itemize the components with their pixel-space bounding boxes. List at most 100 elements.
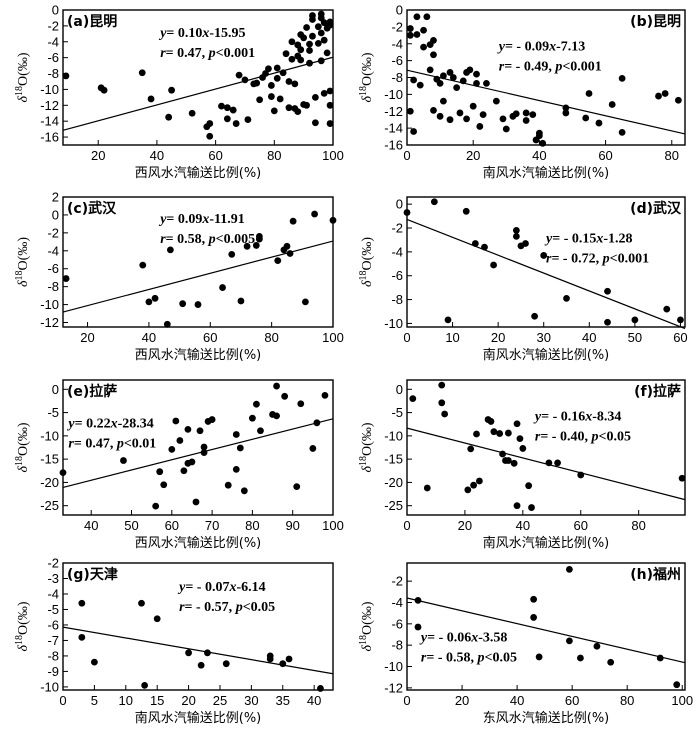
- y-axis-label: δ18O(‰): [358, 422, 375, 472]
- x-tick-label: 20: [466, 148, 480, 163]
- x-axis-label: 南风水汽输送比例(%): [135, 710, 262, 726]
- data-point: [329, 216, 337, 224]
- data-point: [436, 112, 444, 120]
- data-point: [59, 469, 67, 477]
- data-point: [516, 435, 524, 443]
- regression-line: [62, 418, 334, 489]
- data-point: [166, 246, 174, 254]
- data-point: [522, 117, 530, 124]
- x-tick-label: 60: [208, 148, 222, 163]
- data-point: [413, 13, 421, 21]
- data-point: [416, 81, 424, 89]
- y-tick-label: -10: [40, 679, 59, 694]
- y-tick-label: -6: [47, 261, 59, 276]
- data-point: [673, 681, 681, 689]
- data-point: [288, 38, 296, 46]
- x-tick-label: 70: [205, 518, 219, 533]
- data-point: [317, 685, 324, 692]
- data-point: [438, 381, 446, 389]
- data-point: [326, 21, 334, 29]
- data-point: [165, 113, 173, 121]
- data-point: [446, 116, 454, 124]
- data-point: [446, 69, 454, 76]
- data-point: [554, 459, 561, 467]
- x-tick-label: 30: [244, 693, 258, 708]
- x-tick-label: 40: [84, 518, 98, 533]
- data-point: [677, 316, 684, 324]
- data-point: [326, 101, 334, 109]
- data-point: [473, 80, 480, 87]
- data-point: [471, 240, 479, 247]
- y-tick-label: -2: [391, 574, 403, 589]
- data-point: [420, 26, 427, 34]
- data-point: [311, 93, 319, 101]
- x-tick-label: 25: [213, 693, 227, 708]
- x-axis-label: 西风水汽输送比例(%): [135, 535, 262, 551]
- data-point: [229, 106, 237, 114]
- regression-equation: y= - 0.07x-6.14: [177, 580, 266, 595]
- y-tick-label: -2: [47, 225, 59, 240]
- data-point: [604, 287, 611, 295]
- data-point: [253, 79, 261, 87]
- data-point: [513, 420, 521, 428]
- data-point: [487, 418, 495, 425]
- data-point: [530, 595, 538, 603]
- y-axis-label: δ18O(‰): [358, 237, 375, 287]
- data-point: [473, 70, 480, 78]
- panel-g: 0 5 10 15 20 25 30 35 40 -10-9-8-7-6-5-4-3-2 δ18O(…: [14, 556, 334, 726]
- panel-title: (f)拉萨: [634, 383, 681, 400]
- data-point: [473, 430, 480, 438]
- data-point: [406, 31, 414, 39]
- y-tick-label: -4: [391, 244, 403, 259]
- data-point: [223, 104, 231, 112]
- x-axis-label: 南风水汽输送比例(%): [483, 535, 610, 551]
- data-point: [283, 242, 291, 250]
- data-point: [241, 76, 249, 84]
- data-point: [535, 653, 543, 661]
- y-tick-label: -10: [384, 428, 403, 443]
- y-axis-label: δ18O(‰): [358, 601, 375, 651]
- data-point: [479, 111, 487, 119]
- y-tick-label: -10: [384, 659, 403, 674]
- data-point: [585, 90, 593, 97]
- data-point: [519, 445, 527, 452]
- data-point: [582, 114, 590, 122]
- data-point: [285, 104, 293, 112]
- data-point: [78, 599, 86, 607]
- data-point: [265, 65, 272, 73]
- data-point: [528, 504, 535, 511]
- data-point: [426, 66, 434, 74]
- regression-stats: r= 0.58, p<0.005: [160, 232, 255, 247]
- data-point: [430, 51, 437, 59]
- data-point: [577, 471, 585, 479]
- data-point: [147, 95, 155, 103]
- x-tick-label: 40: [516, 518, 530, 533]
- data-point: [222, 660, 230, 668]
- data-point: [320, 36, 328, 44]
- y-tick-label: 2: [52, 190, 59, 205]
- data-point: [204, 649, 211, 657]
- data-point: [179, 300, 187, 308]
- data-point: [196, 427, 204, 435]
- data-point: [475, 477, 483, 485]
- x-tick-label: 100: [671, 693, 693, 708]
- data-point: [436, 80, 444, 87]
- y-tick-label: -10: [40, 297, 59, 312]
- data-point: [476, 123, 484, 130]
- data-point: [562, 109, 570, 117]
- panel-title: (c)武汉: [67, 200, 117, 217]
- y-tick-label: 0: [52, 3, 59, 18]
- data-point: [423, 13, 431, 21]
- y-axis-label: δ18O(‰): [14, 422, 31, 472]
- x-axis-label: 南风水汽输送比例(%): [483, 165, 610, 181]
- data-point: [306, 59, 313, 67]
- data-point: [281, 392, 289, 400]
- data-point: [453, 84, 461, 92]
- data-point: [406, 107, 414, 115]
- data-point: [490, 428, 498, 436]
- data-point: [608, 101, 616, 108]
- y-tick-label: -15: [40, 452, 59, 467]
- regression-stats: r= - 0.72, p<0.001: [546, 252, 649, 267]
- data-point: [470, 481, 478, 489]
- data-point: [317, 29, 325, 37]
